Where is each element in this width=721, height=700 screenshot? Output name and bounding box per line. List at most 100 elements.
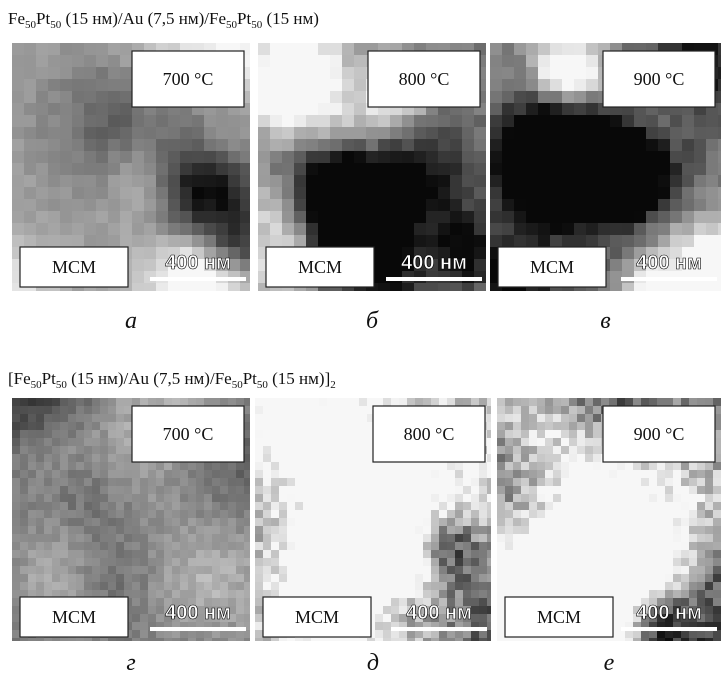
pixel	[144, 151, 156, 163]
pixel	[132, 199, 144, 211]
pixel	[375, 622, 383, 630]
pixel	[545, 470, 553, 478]
pixel	[92, 414, 100, 422]
pixel	[407, 558, 415, 566]
pixel	[689, 398, 697, 406]
pixel	[713, 398, 721, 406]
pixel	[593, 494, 601, 502]
pixel	[140, 486, 148, 494]
pixel	[354, 187, 366, 199]
pixel	[180, 139, 192, 151]
pixel	[545, 462, 553, 470]
pixel	[657, 558, 665, 566]
pixel	[156, 526, 164, 534]
pixel	[689, 582, 697, 590]
pixel	[124, 526, 132, 534]
pixel	[487, 454, 495, 462]
pixel	[713, 542, 721, 550]
pixel	[12, 187, 24, 199]
pixel	[609, 550, 617, 558]
pixel	[681, 566, 689, 574]
pixel	[673, 478, 681, 486]
pixel	[354, 151, 366, 163]
pixel	[681, 630, 689, 638]
pixel	[694, 151, 706, 163]
pixel	[529, 518, 537, 526]
pixel	[60, 534, 68, 542]
pixel	[479, 510, 487, 518]
pixel	[20, 494, 28, 502]
pixel	[60, 103, 72, 115]
pixel	[156, 151, 168, 163]
pixel	[682, 175, 694, 187]
pixel	[172, 398, 180, 406]
pixel	[282, 163, 294, 175]
pixel	[391, 574, 399, 582]
pixel	[271, 486, 279, 494]
pixel	[271, 454, 279, 462]
pixel	[124, 430, 132, 438]
pixel	[76, 494, 84, 502]
pixel	[44, 558, 52, 566]
pixel	[505, 638, 513, 646]
pixel	[36, 446, 44, 454]
pixel	[12, 614, 20, 622]
pixel	[609, 542, 617, 550]
pixel	[279, 454, 287, 462]
pixel	[438, 175, 450, 187]
pixel	[351, 398, 359, 406]
pixel	[287, 502, 295, 510]
pixel	[610, 163, 622, 175]
pixel	[562, 199, 574, 211]
pixel	[634, 115, 646, 127]
subscript: 2	[330, 379, 336, 391]
pixel	[148, 638, 156, 646]
pixel	[402, 187, 414, 199]
pixel	[287, 518, 295, 526]
pixel	[116, 574, 124, 582]
pixel	[569, 414, 577, 422]
pixel	[244, 534, 252, 542]
pixel	[415, 470, 423, 478]
pixel	[569, 486, 577, 494]
pixel	[24, 91, 36, 103]
pixel	[172, 534, 180, 542]
pixel	[68, 534, 76, 542]
pixel	[100, 638, 108, 646]
pixel	[471, 574, 479, 582]
pixel	[617, 566, 625, 574]
pixel	[335, 438, 343, 446]
pixel	[311, 486, 319, 494]
pixel	[359, 454, 367, 462]
pixel	[351, 430, 359, 438]
pixel	[586, 223, 598, 235]
pixel	[287, 558, 295, 566]
pixel	[36, 175, 48, 187]
pixel	[537, 550, 545, 558]
pixel	[12, 558, 20, 566]
pixel	[60, 414, 68, 422]
pixel	[359, 430, 367, 438]
pixel	[497, 630, 505, 638]
pixel	[487, 414, 495, 422]
pixel	[12, 406, 20, 414]
pixel	[60, 494, 68, 502]
pixel	[148, 598, 156, 606]
pixel	[545, 550, 553, 558]
pixel	[681, 582, 689, 590]
pixel	[550, 67, 562, 79]
pixel	[383, 574, 391, 582]
pixel	[455, 470, 463, 478]
pixel	[108, 430, 116, 438]
pixel	[351, 542, 359, 550]
pixel	[12, 598, 20, 606]
pixel	[108, 91, 120, 103]
pixel	[100, 438, 108, 446]
pixel	[439, 582, 447, 590]
pixel	[538, 199, 550, 211]
pixel	[140, 502, 148, 510]
pixel	[383, 398, 391, 406]
pixel	[311, 558, 319, 566]
pixel	[335, 550, 343, 558]
pixel	[156, 115, 168, 127]
